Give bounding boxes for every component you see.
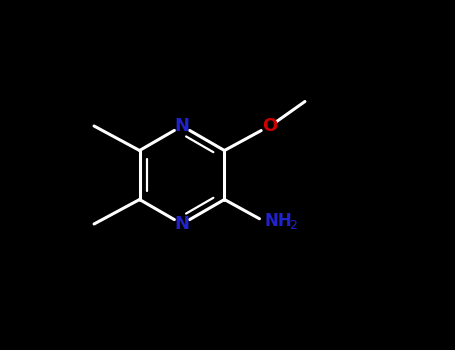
Text: O: O [263, 117, 278, 135]
Text: N: N [175, 215, 189, 233]
Text: N: N [175, 117, 189, 135]
Text: NH: NH [265, 211, 293, 230]
Text: 2: 2 [289, 219, 297, 232]
